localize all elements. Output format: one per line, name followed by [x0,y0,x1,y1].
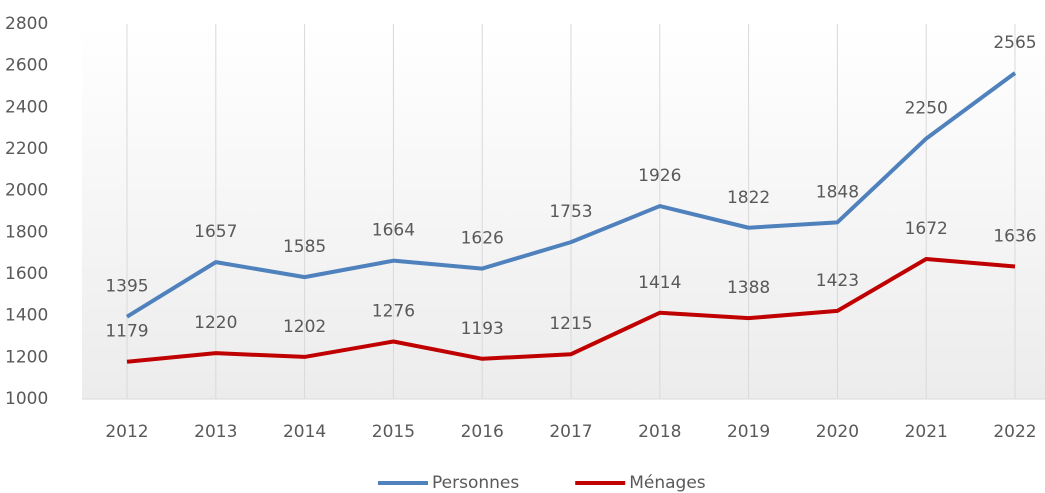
data-label: 2250 [905,99,948,119]
x-tick-label: 2018 [638,422,681,442]
data-label: 1626 [461,229,504,249]
x-tick-label: 2015 [372,422,415,442]
data-label: 1202 [283,317,326,337]
data-label: 1636 [993,227,1036,247]
data-label: 1220 [194,313,237,333]
y-tick-label: 2000 [5,181,48,201]
x-tick-label: 2022 [993,422,1036,442]
y-tick-label: 1800 [5,222,48,242]
data-label: 1395 [105,277,148,297]
data-label: 1215 [549,314,592,334]
y-tick-label: 2600 [5,56,48,76]
data-label: 1664 [372,221,415,241]
data-label: 1585 [283,237,326,257]
data-label: 1423 [816,271,859,291]
data-label: 1926 [638,166,681,186]
x-tick-label: 2020 [816,422,859,442]
x-tick-label: 2017 [549,422,592,442]
data-label: 1276 [372,302,415,322]
y-tick-label: 2200 [5,139,48,159]
y-tick-label: 2800 [5,14,48,34]
x-tick-label: 2014 [283,422,326,442]
data-label: 1179 [105,322,148,342]
x-tick-label: 2021 [905,422,948,442]
data-label: 1388 [727,278,770,298]
plot-area [82,24,1045,399]
data-label: 1193 [461,319,504,339]
legend-label: Ménages [629,473,706,493]
data-label: 1672 [905,219,948,239]
data-label: 1657 [194,222,237,242]
data-label: 1753 [549,202,592,222]
data-label: 1414 [638,273,681,293]
series-line [126,257,1016,364]
x-tick-label: 2012 [105,422,148,442]
y-tick-label: 1400 [5,306,48,326]
x-tick-label: 2019 [727,422,770,442]
y-tick-label: 1600 [5,264,48,284]
y-tick-label: 1200 [5,347,48,367]
x-tick-label: 2016 [461,422,504,442]
data-label: 1848 [816,182,859,202]
x-tick-label: 2013 [194,422,237,442]
series-line [125,71,1017,319]
y-tick-label: 2400 [5,97,48,117]
data-label: 2565 [993,33,1036,53]
legend-label: Personnes [432,473,519,493]
y-tick-label: 1000 [5,389,48,409]
data-label: 1822 [727,188,770,208]
